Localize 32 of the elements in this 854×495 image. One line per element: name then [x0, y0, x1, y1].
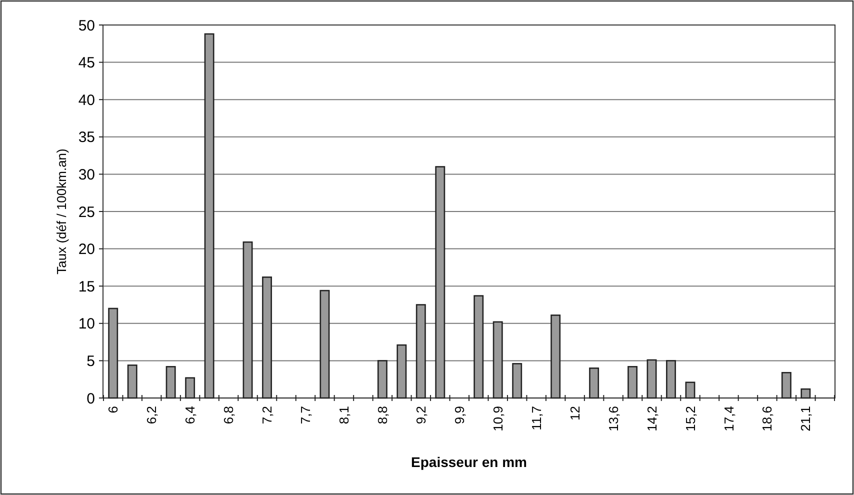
- y-tick-label: 10: [78, 316, 95, 333]
- x-tick-label: 9,9: [452, 406, 467, 424]
- y-tick-label: 45: [78, 54, 95, 72]
- x-tick-label: 15,2: [682, 406, 698, 432]
- x-tick-label: 10,9: [490, 406, 506, 432]
- x-tick-label: 6,4: [182, 406, 198, 424]
- x-tick-label: 12: [567, 406, 582, 420]
- x-tick-label: 8,8: [374, 406, 390, 424]
- x-tick-label: 7,2: [260, 406, 275, 424]
- y-tick-label: 20: [78, 241, 95, 258]
- x-tick-label: 13,6: [606, 406, 621, 432]
- y-tick-label: 50: [78, 17, 95, 34]
- y-tick-label: 25: [78, 204, 95, 221]
- y-tick-label: 0: [86, 390, 95, 408]
- x-tick-label: 8,1: [336, 406, 352, 424]
- x-tick-label: 14,2: [644, 406, 660, 432]
- x-axis-title: Epaisseur en mm: [411, 454, 527, 470]
- x-tick-label: 21,1: [798, 406, 814, 432]
- x-tick-label: 18,6: [760, 406, 775, 432]
- y-tick-label: 30: [78, 166, 95, 184]
- y-tick-label: 35: [78, 129, 95, 146]
- x-tick-label: 17,4: [721, 406, 736, 432]
- x-tick-label: 7,7: [298, 406, 314, 424]
- x-tick-label: 6,2: [144, 406, 160, 424]
- x-tick-label: 6: [106, 406, 121, 414]
- y-tick-label: 5: [86, 352, 95, 370]
- y-tick-label: 15: [78, 278, 95, 296]
- x-tick-label: 11,7: [528, 406, 544, 430]
- y-tick-label: 40: [78, 92, 95, 109]
- x-tick-label: 9,2: [413, 406, 428, 424]
- x-tick-label: 6,8: [221, 406, 236, 424]
- y-axis-title: Taux (déf / 100km.an): [54, 148, 69, 274]
